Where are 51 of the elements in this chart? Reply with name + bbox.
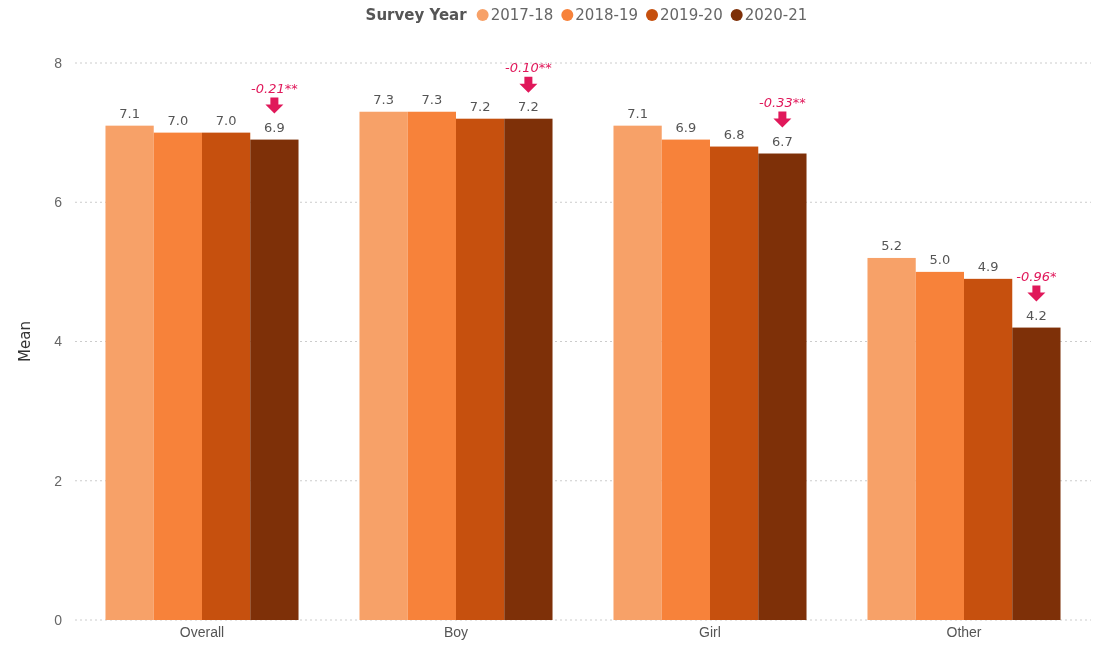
legend-label: 2018-19: [575, 6, 639, 24]
bar: [250, 139, 299, 620]
bar: [105, 125, 154, 620]
bar: [202, 132, 251, 620]
y-tick-label: 6: [54, 194, 63, 211]
y-tick-label: 0: [54, 611, 63, 628]
bar: [407, 111, 456, 620]
data-label: 7.1: [627, 105, 648, 121]
bar: [964, 278, 1013, 620]
y-tick-label: 2: [54, 472, 63, 489]
bar: [613, 125, 662, 620]
annotation: -0.10**: [505, 59, 553, 75]
bar: [915, 271, 964, 620]
bar: [504, 118, 553, 620]
legend-label: 2017-18: [490, 6, 554, 24]
x-tick-label: Other: [946, 623, 982, 640]
y-axis-title: Mean: [16, 321, 34, 362]
bar: [456, 118, 505, 620]
bar: [758, 153, 807, 620]
bar: [661, 139, 710, 620]
annotation: -0.21**: [251, 80, 299, 96]
data-label: 6.9: [264, 119, 285, 135]
y-tick-label: 8: [54, 54, 63, 71]
data-label: 7.2: [518, 98, 539, 114]
bar: [359, 111, 408, 620]
y-tick-label: 4: [54, 333, 63, 350]
data-label: 4.2: [1026, 307, 1047, 323]
data-label: 7.0: [215, 112, 237, 128]
data-label: 5.0: [929, 251, 951, 267]
bar: [153, 132, 202, 620]
x-tick-label: Boy: [443, 623, 469, 640]
legend-title: Survey Year: [365, 6, 468, 24]
data-label: 7.0: [167, 112, 189, 128]
bar: [1012, 327, 1061, 620]
data-label: 7.2: [469, 98, 491, 114]
data-label: 7.3: [421, 91, 443, 107]
annotation: -0.96*: [1016, 268, 1057, 284]
data-label: 7.3: [373, 91, 394, 107]
data-label: 6.7: [772, 133, 793, 149]
data-label: 7.1: [119, 105, 140, 121]
legend-label: 2020-21: [744, 6, 808, 24]
data-label: 5.2: [881, 237, 902, 253]
x-tick-label: Overall: [179, 623, 225, 640]
legend-label: 2019-20: [660, 6, 723, 24]
data-label: 4.9: [977, 258, 999, 274]
bar: [710, 146, 759, 620]
x-tick-label: Girl: [699, 623, 721, 640]
bar: [867, 257, 916, 620]
annotation: -0.33**: [759, 94, 807, 110]
data-label: 6.9: [675, 119, 697, 135]
data-label: 6.8: [723, 126, 745, 142]
